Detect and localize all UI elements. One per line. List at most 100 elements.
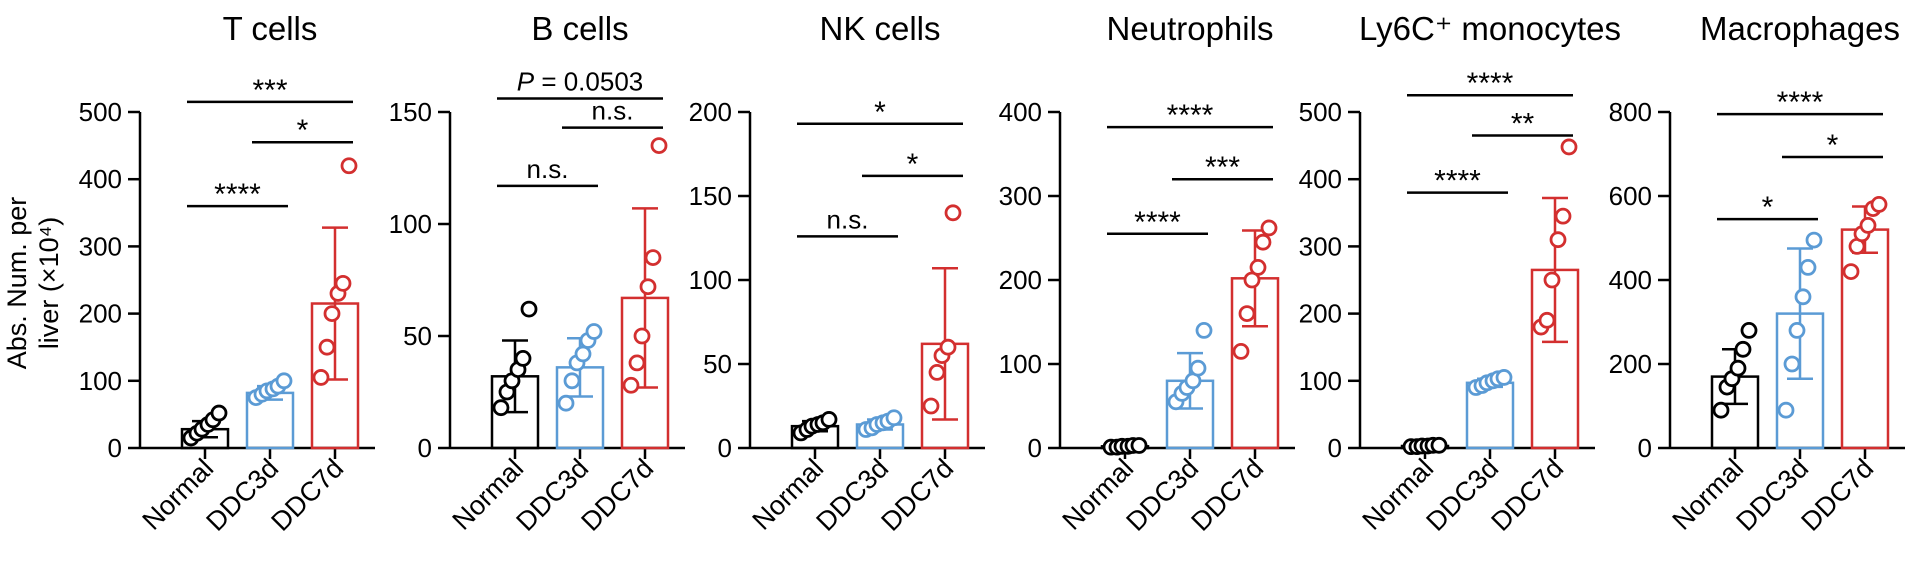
data-point	[1549, 231, 1567, 249]
y-tick-label: 50	[703, 349, 732, 379]
y-tick-label: 150	[389, 97, 432, 127]
panel-0: T cells0100200300400500NormalDDC3dDDC7d*…	[79, 10, 375, 537]
data-point	[1560, 138, 1578, 156]
data-point	[644, 249, 662, 267]
significance-label: n.s.	[592, 96, 634, 126]
y-tick-label: 800	[1609, 97, 1652, 127]
y-tick-label: 150	[689, 181, 732, 211]
data-point	[334, 274, 352, 292]
data-point	[1130, 437, 1148, 454]
significance-label: P = 0.0503	[517, 67, 644, 97]
x-tick-label: DDC3d	[1730, 453, 1814, 537]
data-point	[1260, 219, 1278, 237]
y-tick-label: 200	[689, 97, 732, 127]
data-point	[639, 278, 657, 296]
y-tick-label: 0	[718, 433, 732, 463]
data-point	[514, 349, 532, 367]
y-tick-label: 0	[1328, 433, 1342, 463]
data-point	[650, 137, 668, 155]
significance-label: ****	[1167, 99, 1214, 132]
significance-label: *	[297, 114, 309, 147]
data-point	[1712, 401, 1730, 419]
data-point	[574, 345, 592, 363]
data-point	[1734, 340, 1752, 358]
x-tick-label: DDC3d	[1420, 453, 1504, 537]
y-tick-label: 500	[79, 97, 122, 127]
data-point	[1554, 207, 1572, 225]
data-point	[1783, 355, 1801, 373]
y-tick-label: 0	[1638, 433, 1652, 463]
panel-title: Ly6C⁺ monocytes	[1359, 10, 1621, 47]
data-point	[340, 157, 358, 175]
data-point	[928, 363, 946, 381]
y-tick-label: 400	[79, 164, 122, 194]
data-point	[1543, 271, 1561, 289]
significance-label: *	[1762, 191, 1774, 224]
data-point	[1189, 359, 1207, 377]
data-point	[1842, 263, 1860, 281]
y-tick-label: 300	[999, 181, 1042, 211]
data-point	[944, 204, 962, 222]
panel-title: B cells	[531, 10, 628, 47]
data-point	[275, 372, 293, 390]
y-tick-label: 200	[79, 299, 122, 329]
y-tick-label: 50	[403, 321, 432, 351]
significance-label: *	[874, 96, 886, 129]
y-tick-label: 100	[389, 209, 432, 239]
y-tick-label: 200	[999, 265, 1042, 295]
data-point	[939, 338, 957, 356]
data-point	[1740, 321, 1758, 339]
y-axis-title-line1: Abs. Num. per	[2, 197, 32, 370]
data-point	[520, 300, 538, 318]
data-point	[1788, 321, 1806, 339]
data-point	[885, 409, 903, 427]
data-point	[1729, 359, 1747, 377]
data-point	[210, 404, 228, 422]
y-tick-label: 0	[108, 433, 122, 463]
significance-label: **	[1511, 108, 1535, 141]
y-tick-label: 0	[1028, 433, 1042, 463]
x-tick-label: DDC7d	[1795, 453, 1879, 537]
data-point	[1249, 258, 1267, 276]
x-tick-label: DDC7d	[575, 453, 659, 537]
data-point	[1870, 195, 1888, 213]
significance-label: ***	[252, 74, 287, 107]
significance-label: *	[907, 148, 919, 181]
chart-panels: T cells0100200300400500NormalDDC3dDDC7d*…	[79, 10, 1905, 537]
y-tick-label: 300	[79, 231, 122, 261]
significance-label: n.s.	[527, 154, 569, 184]
y-tick-label: 0	[418, 433, 432, 463]
y-tick-label: 100	[689, 265, 732, 295]
bar-DDC7d	[1840, 228, 1890, 450]
data-point	[1859, 216, 1877, 234]
y-tick-label: 400	[999, 97, 1042, 127]
data-point	[633, 327, 651, 345]
data-point	[318, 338, 336, 356]
x-tick-label: DDC3d	[810, 453, 894, 537]
data-point	[312, 369, 330, 386]
data-point	[563, 372, 581, 390]
data-point	[1805, 231, 1823, 249]
data-point	[1232, 342, 1250, 360]
data-point	[1238, 305, 1256, 323]
data-point	[820, 411, 838, 428]
significance-label: ****	[1467, 67, 1514, 100]
data-point	[1794, 288, 1812, 306]
panel-4: Ly6C⁺ monocytes0100200300400500NormalDDC…	[1299, 10, 1621, 537]
data-point	[323, 305, 341, 323]
x-tick-label: DDC3d	[200, 453, 284, 537]
data-point	[922, 397, 940, 415]
x-tick-label: DDC7d	[1185, 453, 1269, 537]
y-axis-title: Abs. Num. per liver (×10⁴)	[2, 197, 64, 370]
x-tick-label: DDC7d	[875, 453, 959, 537]
data-point	[1799, 258, 1817, 276]
x-tick-label: DDC7d	[1485, 453, 1569, 537]
y-tick-label: 200	[1609, 349, 1652, 379]
y-tick-label: 100	[999, 349, 1042, 379]
data-point	[1430, 436, 1448, 454]
y-axis-title-line2: liver (×10⁴)	[34, 217, 64, 349]
panel-2: NK cells050100150200NormalDDC3dDDC7dn.s.…	[689, 10, 985, 537]
significance-label: ****	[1134, 206, 1181, 239]
data-point	[622, 376, 640, 394]
